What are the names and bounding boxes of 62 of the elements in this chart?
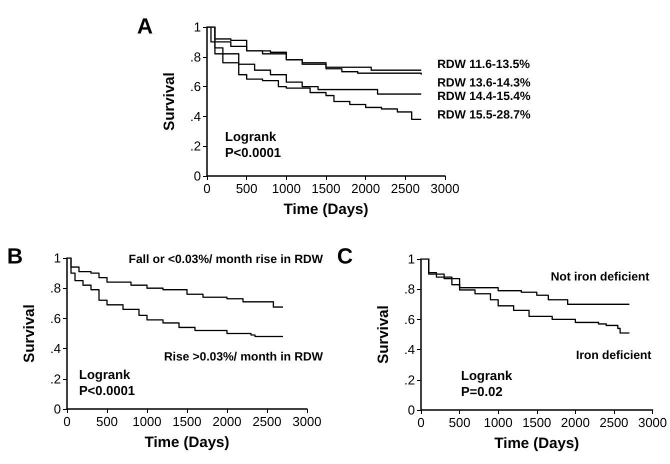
x-tick-label: 2000	[212, 414, 242, 429]
y-tick-label: 1	[408, 252, 415, 266]
annotation: P<0.0001	[225, 144, 282, 160]
annotation: P=0.02	[461, 384, 503, 400]
x-tick-label: 2000	[351, 181, 380, 196]
x-axis-title: Time (Days)	[494, 435, 580, 452]
annotation: Logrank	[225, 128, 278, 144]
x-tick-label: 2500	[599, 415, 628, 430]
x-tick-label: 0	[63, 414, 71, 429]
x-tick-label: 2500	[390, 181, 420, 196]
x-tick-label: 1500	[522, 415, 552, 430]
y-tick-label: .8	[190, 49, 201, 64]
series-label: Iron deficient	[576, 348, 652, 362]
y-tick-label: .8	[404, 282, 415, 297]
x-tick-label: 500	[448, 415, 470, 430]
series-label: RDW 11.6-13.5%	[437, 57, 530, 72]
y-tick-label: 1	[194, 20, 201, 34]
annotation: Logrank	[79, 367, 132, 382]
y-tick-label: 0	[408, 402, 415, 418]
x-tick-label: 0	[203, 181, 211, 196]
x-tick-label: 2500	[252, 414, 282, 429]
x-tick-label: 0	[417, 415, 425, 430]
y-tick-label: .8	[50, 280, 61, 296]
y-tick-label: .4	[50, 341, 61, 356]
series-label: Not iron deficient	[550, 269, 650, 284]
x-tick-label: 1000	[272, 181, 301, 196]
y-tick-label: .6	[50, 310, 61, 326]
y-tick-label: .2	[50, 371, 61, 386]
y-tick-label: .4	[190, 108, 201, 124]
chart-title: B	[7, 244, 23, 268]
x-tick-label: 500	[96, 414, 118, 429]
chart-title: A	[137, 14, 153, 38]
y-tick-label: 0	[54, 402, 61, 416]
annotation: Logrank	[461, 368, 514, 384]
series-label: Fall or <0.03%/ month rise in RDW	[128, 252, 324, 266]
series-label: RDW 13.6-14.3%	[437, 76, 531, 90]
y-tick-label: .2	[190, 138, 201, 154]
x-tick-label: 1500	[172, 414, 202, 429]
y-axis-title: Survival	[21, 304, 38, 363]
x-tick-label: 1000	[132, 414, 162, 429]
y-tick-label: .6	[190, 79, 201, 94]
y-tick-label: 1	[54, 250, 61, 266]
x-tick-label: 3000	[292, 414, 322, 429]
x-tick-label: 1000	[484, 415, 513, 430]
x-tick-label: 3000	[430, 181, 460, 196]
x-axis-title: Time (Days)	[144, 434, 230, 451]
x-tick-label: 500	[236, 181, 258, 196]
y-tick-label: .4	[404, 342, 415, 358]
x-tick-label: 2000	[560, 415, 590, 430]
series-label: Rise >0.03%/ month in RDW	[164, 350, 324, 364]
series-label: RDW 15.5-28.7%	[437, 107, 531, 122]
series-label: RDW 14.4-15.4%	[437, 89, 531, 104]
x-tick-label: 1500	[312, 181, 340, 196]
chart-title: C	[337, 244, 353, 268]
x-axis-title: Time (Days)	[284, 201, 368, 218]
y-axis-title: Survival	[161, 72, 178, 131]
annotation: P<0.0001	[79, 383, 136, 398]
x-tick-label: 3000	[638, 415, 667, 430]
y-tick-label: 0	[194, 168, 201, 184]
y-tick-label: .2	[404, 372, 415, 388]
y-tick-label: .6	[404, 312, 415, 327]
y-axis-title: Survival	[375, 305, 392, 364]
